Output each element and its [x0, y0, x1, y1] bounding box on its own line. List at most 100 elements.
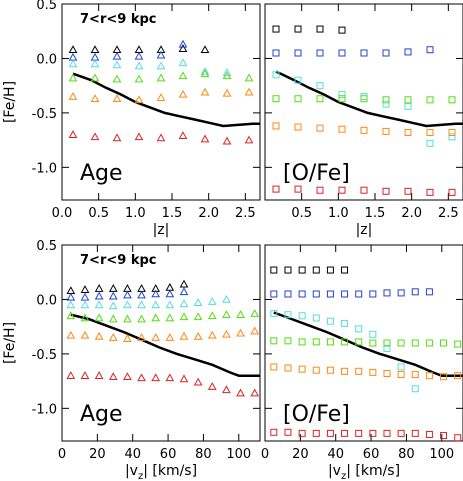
data-point — [284, 337, 292, 345]
data-point — [355, 290, 363, 298]
data-point — [338, 26, 346, 34]
data-point — [284, 364, 292, 372]
data-point — [272, 71, 280, 79]
data-point — [270, 428, 278, 436]
plot-frame — [61, 244, 261, 442]
data-point — [326, 338, 334, 346]
series-4 — [66, 326, 260, 342]
data-point — [426, 46, 434, 54]
data-point — [338, 95, 346, 103]
data-point — [94, 371, 104, 379]
data-point — [284, 266, 292, 274]
data-point — [383, 289, 391, 297]
data-point — [360, 93, 368, 101]
x-tick-label: 0 — [261, 447, 269, 462]
data-point — [326, 290, 334, 298]
series-0 — [272, 25, 346, 34]
data-point — [250, 388, 260, 397]
series-4 — [68, 87, 254, 104]
data-point — [312, 366, 320, 374]
data-point — [284, 290, 292, 298]
data-point — [178, 39, 188, 48]
data-point — [151, 373, 161, 382]
x-axis-label-part: |v — [328, 463, 341, 479]
data-point — [68, 45, 78, 54]
data-point — [326, 366, 334, 374]
data-point — [80, 313, 90, 322]
data-point — [178, 58, 188, 67]
y-axis-label: [Fe/H] — [2, 322, 18, 364]
data-point — [294, 95, 302, 103]
x-axis-label: |vz| [km/s] — [125, 463, 197, 481]
data-point — [200, 66, 210, 75]
data-point — [137, 373, 146, 382]
plot-frame — [61, 3, 261, 201]
x-tick-label: 100 — [226, 447, 251, 462]
series-5 — [68, 130, 254, 145]
data-point — [165, 373, 175, 382]
data-point — [298, 429, 306, 437]
x-tick-label: 2.0 — [198, 206, 219, 221]
data-point — [112, 74, 122, 83]
data-point — [312, 338, 320, 346]
mean-trend-line — [72, 72, 260, 128]
data-point — [244, 87, 254, 96]
data-point — [355, 338, 363, 346]
data-point — [316, 95, 324, 103]
plot-frame — [264, 244, 463, 442]
data-point — [272, 49, 280, 57]
data-point — [341, 319, 349, 327]
data-point — [425, 288, 433, 296]
data-point — [66, 286, 76, 295]
data-point — [80, 371, 90, 379]
data-point — [151, 313, 161, 322]
data-point — [250, 326, 260, 335]
data-point — [284, 428, 292, 436]
data-point — [200, 69, 210, 77]
data-point — [294, 25, 302, 33]
data-point — [360, 126, 368, 134]
data-point — [137, 314, 146, 323]
data-point — [270, 310, 278, 318]
data-point — [112, 45, 122, 54]
data-point — [316, 82, 324, 90]
data-point — [341, 367, 349, 375]
data-point — [207, 311, 217, 320]
data-point — [112, 94, 122, 103]
data-point — [425, 372, 433, 380]
panel-label: [O/Fe] — [283, 402, 350, 427]
data-point — [369, 290, 377, 298]
data-point — [222, 294, 231, 303]
data-point — [404, 187, 412, 195]
data-point — [94, 284, 104, 292]
data-point — [397, 429, 405, 437]
data-point — [165, 300, 175, 309]
data-point — [404, 102, 412, 110]
x-axis-label: |z| — [356, 222, 373, 238]
y-tick-label: -0.5 — [32, 107, 57, 122]
y-tick-label: -0.5 — [32, 348, 57, 363]
data-point — [134, 74, 144, 83]
data-point — [360, 49, 368, 57]
data-point — [151, 300, 161, 309]
data-point — [383, 429, 391, 437]
data-point — [270, 337, 278, 345]
y-tick-label: 0.0 — [36, 293, 57, 308]
y-tick-label: 0.5 — [36, 239, 57, 254]
data-point — [123, 290, 132, 299]
series-2 — [270, 310, 419, 393]
x-tick-label: 0 — [58, 447, 66, 462]
data-point — [326, 429, 334, 437]
data-point — [66, 311, 76, 320]
data-point — [382, 187, 390, 195]
x-tick-label: 1.0 — [328, 206, 349, 221]
series-3 — [272, 95, 456, 104]
mean-trend-line — [275, 70, 463, 128]
y-tick-label: 0.5 — [36, 0, 57, 13]
data-point — [355, 325, 363, 333]
data-point — [179, 299, 189, 308]
x-tick-label: 2.0 — [401, 206, 422, 221]
data-point — [151, 333, 161, 341]
data-point — [90, 45, 100, 54]
data-point — [397, 339, 405, 347]
